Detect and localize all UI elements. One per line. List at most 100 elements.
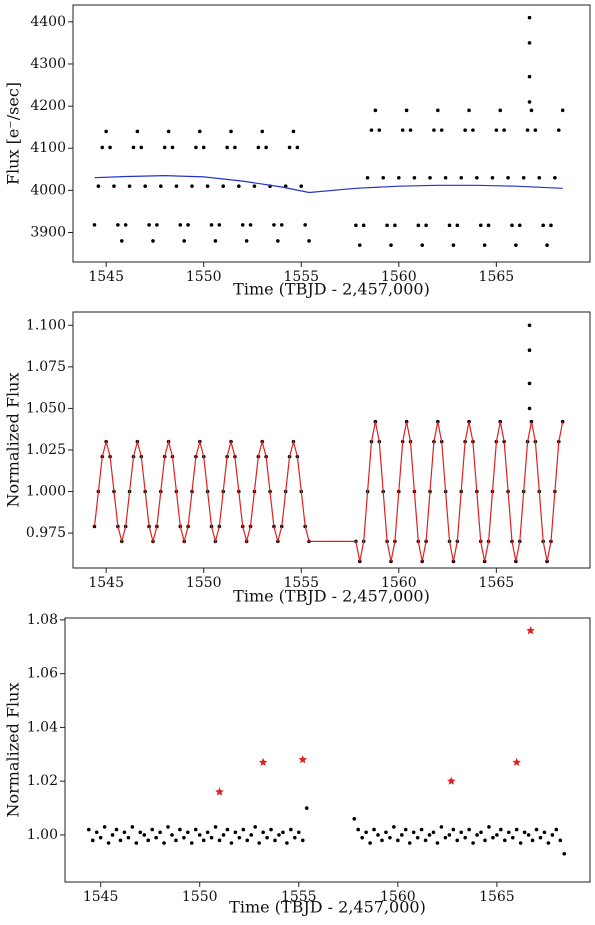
data-point — [527, 406, 532, 411]
flare-point — [258, 757, 268, 766]
data-point — [354, 223, 358, 228]
data-point — [209, 835, 214, 840]
data-point — [303, 223, 307, 227]
data-point — [495, 833, 499, 837]
y-tick-label: 1.025 — [26, 442, 66, 458]
y-tick-label: 4100 — [30, 140, 66, 156]
data-point — [451, 243, 456, 247]
data-point — [281, 830, 285, 835]
data-point — [256, 145, 261, 150]
data-point — [241, 827, 246, 832]
data-point — [122, 830, 127, 835]
data-point — [471, 128, 475, 132]
data-point — [92, 223, 97, 227]
data-point — [221, 184, 226, 188]
data-point — [389, 243, 393, 247]
data-point — [134, 841, 139, 845]
x-tick-label: 1545 — [83, 889, 119, 905]
data-point — [447, 223, 452, 228]
data-point — [475, 175, 479, 180]
data-point — [416, 223, 421, 228]
x-tick-label: 1560 — [380, 889, 416, 905]
data-point — [529, 108, 534, 113]
data-point — [498, 108, 503, 113]
data-point — [249, 833, 254, 837]
data-point — [126, 835, 131, 840]
data-point — [526, 833, 531, 837]
data-point — [229, 129, 233, 134]
y-tick-label: 4300 — [30, 56, 66, 72]
data-point — [139, 145, 144, 150]
data-point — [439, 128, 444, 132]
data-point — [205, 184, 210, 188]
data-point — [478, 223, 483, 228]
data-point — [201, 145, 206, 150]
data-point — [455, 838, 460, 843]
data-point — [380, 838, 384, 843]
data-point — [244, 239, 249, 243]
x-tick-label: 1550 — [186, 575, 222, 591]
data-point — [549, 223, 553, 228]
data-point — [499, 827, 503, 832]
data-point — [491, 835, 495, 840]
data-point — [365, 175, 370, 180]
data-point — [197, 833, 202, 837]
data-point — [257, 841, 261, 845]
data-point — [158, 830, 162, 835]
data-point — [560, 108, 565, 113]
data-point — [237, 835, 242, 840]
data-point — [506, 830, 511, 835]
data-point — [368, 841, 372, 845]
data-point — [170, 145, 175, 150]
y-tick-label: 3900 — [30, 225, 66, 241]
data-point — [377, 128, 382, 132]
data-point — [291, 129, 296, 134]
data-point — [94, 830, 99, 835]
data-point — [287, 145, 292, 150]
data-point — [174, 838, 178, 843]
data-point — [198, 129, 202, 134]
y-axis-label: Normalized Flux — [4, 683, 23, 818]
data-point — [490, 175, 495, 180]
data-point — [155, 223, 159, 227]
data-point — [381, 175, 386, 180]
data-point — [296, 830, 301, 835]
data-point — [86, 827, 91, 832]
data-point — [546, 841, 551, 845]
data-point — [186, 830, 190, 835]
data-point — [428, 175, 432, 180]
data-point — [542, 830, 547, 835]
data-point — [279, 223, 284, 227]
data-point — [556, 128, 561, 132]
data-point — [174, 184, 179, 188]
data-point — [221, 833, 226, 837]
flare-point — [512, 757, 521, 766]
data-point — [397, 175, 401, 180]
data-point — [360, 835, 364, 840]
y-tick-label: 0.975 — [26, 525, 66, 541]
data-point — [138, 830, 143, 835]
data-point — [420, 243, 425, 247]
data-point — [143, 184, 147, 188]
x-tick-label: 1550 — [182, 889, 218, 905]
data-point — [435, 841, 440, 845]
data-point — [142, 833, 147, 837]
data-point — [295, 145, 300, 150]
data-point — [525, 128, 530, 132]
data-point — [276, 239, 280, 243]
data-point — [248, 223, 253, 227]
data-point — [110, 833, 115, 837]
data-point — [527, 381, 532, 386]
x-axis-label: Time (TBJD - 2,457,000) — [233, 587, 430, 606]
data-point — [467, 108, 471, 113]
data-point — [182, 835, 186, 840]
data-point — [102, 825, 107, 829]
data-point — [112, 184, 116, 188]
flare-point — [215, 787, 224, 796]
data-point — [384, 830, 388, 835]
data-point — [178, 827, 182, 832]
data-point — [527, 74, 532, 79]
data-point — [293, 835, 297, 840]
data-point — [116, 223, 120, 227]
